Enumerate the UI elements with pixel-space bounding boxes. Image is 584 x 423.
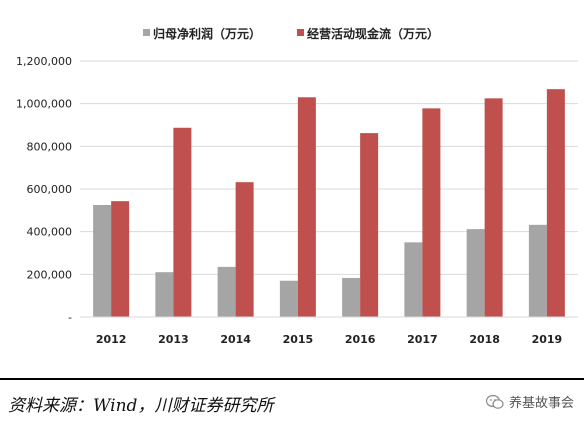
legend-swatch-series-2 — [297, 29, 304, 36]
footer-rule — [0, 378, 584, 380]
y-axis-ticks: - 200,000 400,000 600,000 800,000 1,000,000 1,… — [16, 55, 72, 324]
bar-series-2-2016 — [360, 133, 379, 317]
y-tick-label: - — [68, 311, 72, 324]
gridlines — [80, 60, 578, 275]
bar-series-2-2017 — [422, 108, 441, 317]
legend: 归母净利润（万元） 经营活动现金流（万元） — [143, 26, 439, 41]
y-tick-label: 400,000 — [27, 226, 73, 239]
y-tick-label: 800,000 — [27, 140, 73, 153]
legend-swatch-series-1 — [143, 29, 150, 36]
bar-series-1-2019 — [528, 224, 547, 317]
x-tick-label: 2015 — [283, 333, 314, 346]
bar-series-1-2013 — [155, 272, 174, 317]
watermark: 养基故事会 — [485, 392, 574, 411]
bar-series-2-2012 — [111, 201, 130, 317]
chat-bubble-icon — [485, 394, 504, 410]
bar-series-2-2014 — [235, 182, 254, 317]
bar-series-1-2017 — [404, 242, 423, 317]
y-tick-label: 1,000,000 — [16, 98, 72, 111]
bar-series-2-2015 — [297, 97, 316, 318]
x-tick-label: 2014 — [220, 333, 251, 346]
y-tick-label: 1,200,000 — [16, 55, 72, 68]
x-tick-label: 2017 — [407, 333, 438, 346]
x-tick-label: 2016 — [345, 333, 376, 346]
legend-label-series-2: 经营活动现金流（万元） — [307, 26, 439, 41]
x-tick-label: 2018 — [469, 333, 500, 346]
bar-series-1-2012 — [93, 205, 112, 317]
x-axis-ticks: 2012 2013 2014 2015 2016 2017 2018 2019 — [96, 333, 562, 346]
source-note: 资料来源：Wind，川财证券研究所 — [8, 396, 274, 416]
x-tick-label: 2012 — [96, 333, 127, 346]
chart: 归母净利润（万元） 经营活动现金流（万元） - 200,000 400,000 600… — [16, 26, 578, 346]
x-tick-label: 2019 — [532, 333, 563, 346]
bar-series-1-2014 — [217, 266, 236, 317]
bar-series-2-2013 — [173, 127, 192, 317]
bar-series-2-2019 — [546, 89, 565, 317]
bar-series-2-2018 — [484, 98, 503, 317]
x-tick-label: 2013 — [158, 333, 189, 346]
bar-series-1-2016 — [342, 277, 361, 317]
bar-series-1-2018 — [466, 229, 485, 317]
bars — [93, 89, 565, 318]
bar-series-1-2015 — [279, 280, 298, 317]
y-tick-label: 600,000 — [27, 183, 73, 196]
watermark-text: 养基故事会 — [508, 396, 574, 411]
y-tick-label: 200,000 — [27, 268, 73, 281]
legend-label-series-1: 归母净利润（万元） — [153, 26, 261, 41]
